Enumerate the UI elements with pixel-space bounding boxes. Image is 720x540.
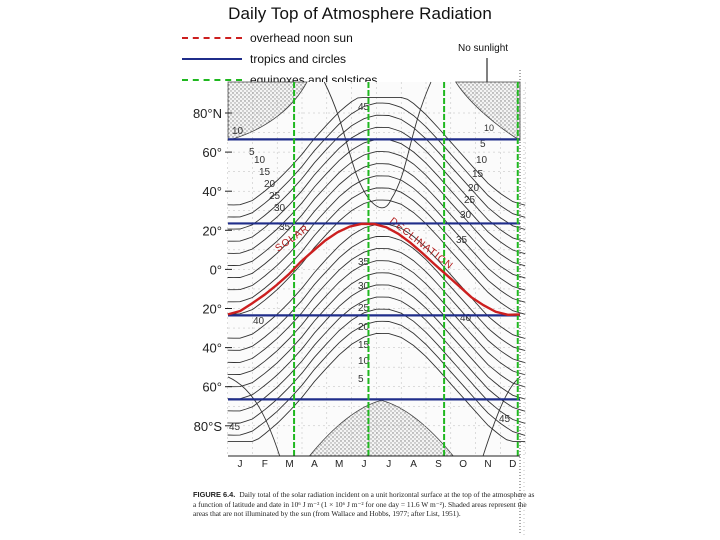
contour-label: 35 bbox=[279, 222, 291, 233]
contour-line bbox=[227, 96, 526, 206]
contour-label: 5 bbox=[480, 139, 486, 150]
x-tick-label: J bbox=[386, 459, 391, 470]
no-sunlight-annotation: No sunlight bbox=[458, 43, 509, 54]
contour-line bbox=[227, 187, 526, 303]
contour-label: 30 bbox=[460, 210, 472, 221]
contour-label: 35 bbox=[456, 235, 468, 246]
y-tick-label: 20° bbox=[202, 302, 222, 317]
caption-text: Daily total of the solar radiation incid… bbox=[193, 490, 535, 519]
y-tick-label: 40° bbox=[202, 184, 222, 199]
no-sunlight-shading bbox=[227, 81, 521, 457]
contour-line bbox=[323, 81, 432, 209]
contour-label: 20 bbox=[264, 179, 276, 190]
x-tick-label: J bbox=[362, 459, 367, 470]
solar-declination-curve bbox=[227, 222, 521, 317]
contour-line bbox=[482, 376, 521, 457]
x-tick-label: M bbox=[285, 459, 293, 470]
contour-line bbox=[227, 260, 526, 376]
contour-label: 25 bbox=[464, 195, 476, 206]
contour-line bbox=[227, 284, 526, 400]
x-tick-label: A bbox=[311, 459, 318, 470]
contour-label: 35 bbox=[358, 257, 370, 268]
contour-line bbox=[227, 272, 526, 388]
y-tick-label: 60° bbox=[202, 380, 222, 395]
contour-label: 10 bbox=[484, 123, 494, 133]
contour-label: 20 bbox=[358, 322, 370, 333]
y-tick-label: 40° bbox=[202, 341, 222, 356]
contour-line bbox=[227, 102, 526, 218]
contour-label: 25 bbox=[358, 303, 370, 314]
y-tick-label: 20° bbox=[202, 223, 222, 238]
contour-label: 20 bbox=[468, 183, 480, 194]
contour-label: 5 bbox=[249, 147, 255, 158]
contour-label: 10 bbox=[254, 155, 266, 166]
contour-label: 45 bbox=[499, 414, 511, 425]
contour-label: 10 bbox=[476, 155, 488, 166]
contour-line bbox=[227, 126, 526, 243]
contour-line bbox=[227, 199, 526, 315]
legend-entry-tropics: tropics and circles bbox=[182, 48, 412, 69]
contour-line bbox=[227, 248, 526, 364]
contour-label: 30 bbox=[274, 203, 286, 214]
legend-swatch-tropics bbox=[182, 57, 242, 60]
plot-frame bbox=[228, 82, 520, 456]
x-tick-label: J bbox=[238, 459, 243, 470]
contour-label: 10 bbox=[358, 356, 370, 367]
legend-swatch-noon-sun bbox=[182, 36, 242, 39]
legend: overhead noon sun tropics and circles eq… bbox=[182, 27, 412, 90]
contour-label: 15 bbox=[472, 169, 484, 180]
contour-label: 15 bbox=[358, 340, 370, 351]
x-tick-label: O bbox=[459, 459, 467, 470]
x-tick-label: S bbox=[435, 459, 442, 470]
contour-line bbox=[227, 114, 526, 230]
contour-line bbox=[227, 376, 281, 457]
contour-label: 45 bbox=[358, 102, 370, 113]
contour-label: 45 bbox=[229, 422, 241, 433]
x-tick-label: D bbox=[509, 459, 516, 470]
contour-line bbox=[227, 151, 526, 267]
caption-label: FIGURE 6.4. bbox=[193, 490, 236, 499]
contour-label: 40 bbox=[460, 313, 472, 324]
legend-label-noon-sun: overhead noon sun bbox=[250, 30, 353, 45]
legend-swatch-equinoxes bbox=[182, 78, 242, 81]
x-tick-label: N bbox=[484, 459, 491, 470]
contour-line bbox=[227, 175, 526, 291]
y-tick-label: 80°S bbox=[194, 419, 223, 434]
x-tick-label: M bbox=[335, 459, 343, 470]
legend-entry-noon-sun: overhead noon sun bbox=[182, 27, 412, 48]
contour-label: 25 bbox=[269, 191, 281, 202]
contour-line bbox=[227, 332, 526, 442]
contour-label: 10 bbox=[232, 126, 244, 137]
y-tick-label: 80°N bbox=[193, 106, 222, 121]
grid-lines bbox=[227, 82, 526, 456]
contour-label: 40 bbox=[253, 316, 265, 327]
contour-label: 15 bbox=[259, 167, 271, 178]
y-axis-ticks: 80°N 60° 40° 20° 0° 20° 40° 60° 80°S bbox=[193, 106, 232, 434]
contour-label: 30 bbox=[358, 281, 370, 292]
y-tick-label: 60° bbox=[202, 145, 222, 160]
x-tick-label: F bbox=[262, 459, 268, 470]
contour-line bbox=[227, 296, 526, 412]
declination-curve bbox=[227, 222, 521, 317]
legend-label-tropics: tropics and circles bbox=[250, 51, 347, 66]
figure-caption: FIGURE 6.4. Daily total of the solar radi… bbox=[193, 490, 538, 519]
y-tick-label: 0° bbox=[210, 262, 222, 277]
contour-line bbox=[227, 163, 526, 279]
contour-label: 5 bbox=[358, 374, 364, 385]
x-tick-label: A bbox=[410, 459, 417, 470]
